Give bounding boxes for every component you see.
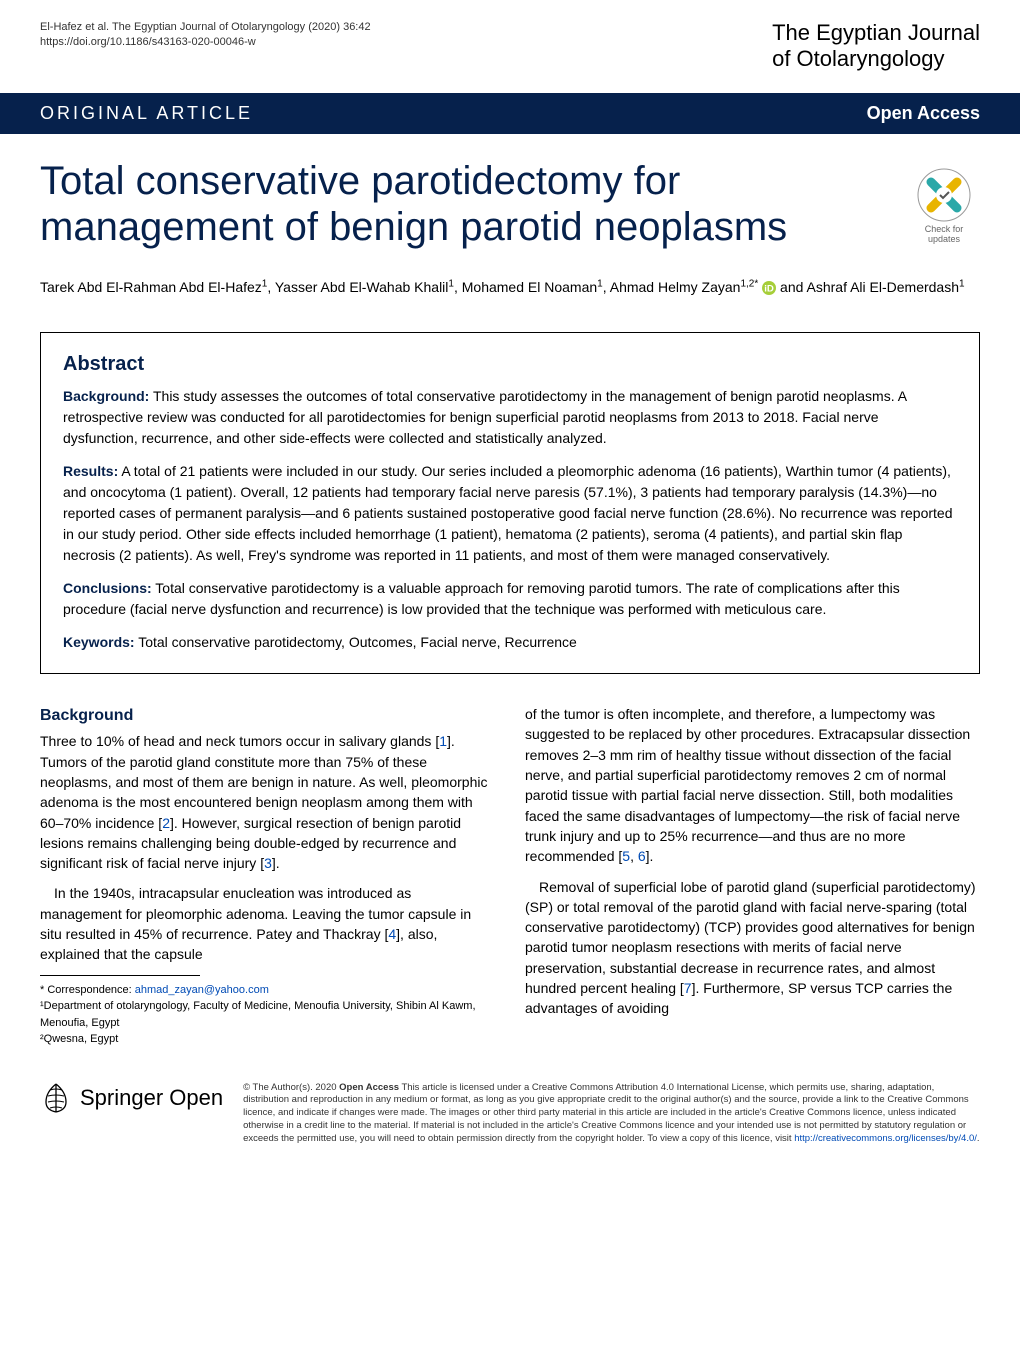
left-para-1: Three to 10% of head and neck tumors occ… [40, 731, 495, 873]
abstract-keywords-label: Keywords: [63, 634, 135, 650]
correspondence-block: * Correspondence: ahmad_zayan@yahoo.com … [40, 982, 495, 1048]
abstract-results-label: Results: [63, 463, 118, 479]
section-head-background: Background [40, 704, 495, 727]
citation-line1: El-Hafez et al. The Egyptian Journal of … [40, 20, 371, 35]
svg-text:iD: iD [764, 284, 774, 295]
ref-link[interactable]: 7 [684, 980, 692, 996]
citation-block: El-Hafez et al. The Egyptian Journal of … [40, 20, 371, 51]
footnote-separator [40, 975, 200, 976]
springer-open-label: Springer Open [80, 1085, 223, 1111]
abstract-results-text: A total of 21 patients were included in … [63, 463, 953, 563]
correspondence-email[interactable]: ahmad_zayan@yahoo.com [135, 984, 269, 996]
affiliation-1: ¹Department of otolaryngology, Faculty o… [40, 1000, 476, 1029]
abstract-conclusions: Conclusions: Total conservative parotide… [63, 578, 957, 620]
abstract-background-label: Background: [63, 388, 149, 404]
open-access-bold: Open Access [339, 1082, 399, 1093]
right-para-2: Removal of superficial lobe of parotid g… [525, 877, 980, 1019]
left-column: Background Three to 10% of head and neck… [40, 704, 495, 1047]
check-for-updates-badge[interactable]: Check for updates [908, 168, 980, 244]
license-text: © The Author(s). 2020 Open Access This a… [243, 1082, 980, 1146]
ref-link[interactable]: 6 [638, 848, 646, 864]
body-columns: Background Three to 10% of head and neck… [0, 694, 1020, 1067]
affiliation-2: ²Qwesna, Egypt [40, 1033, 118, 1045]
abstract-conclusions-label: Conclusions: [63, 580, 152, 596]
ref-link[interactable]: 5 [622, 848, 630, 864]
abstract-box: Abstract Background: This study assesses… [40, 332, 980, 674]
open-access-label: Open Access [867, 103, 980, 124]
ref-link[interactable]: 4 [388, 926, 396, 942]
abstract-heading: Abstract [63, 353, 957, 376]
license-row: Springer Open © The Author(s). 2020 Open… [0, 1068, 1020, 1176]
abstract-background-text: This study assesses the outcomes of tota… [63, 388, 906, 446]
abstract-results: Results: A total of 21 patients were inc… [63, 461, 957, 566]
title-row: Total conservative parotidectomy for man… [0, 134, 1020, 260]
affil-sup: 1,2* [740, 278, 758, 289]
ref-link[interactable]: 3 [264, 855, 272, 871]
citation-line2: https://doi.org/10.1186/s43163-020-00046… [40, 35, 371, 50]
journal-name: The Egyptian Journal of Otolaryngology [772, 20, 980, 73]
left-para-2: In the 1940s, intracapsular enucleation … [40, 883, 495, 964]
orcid-icon[interactable]: iD [762, 281, 776, 295]
abstract-background: Background: This study assesses the outc… [63, 386, 957, 449]
article-type-label: ORIGINAL ARTICLE [40, 103, 253, 124]
article-title: Total conservative parotidectomy for man… [40, 158, 888, 250]
abstract-conclusions-text: Total conservative parotidectomy is a va… [63, 580, 900, 617]
article-type-banner: ORIGINAL ARTICLE Open Access [0, 93, 1020, 134]
crossmark-icon [917, 168, 971, 222]
check-for-updates-label: Check for updates [908, 224, 980, 244]
springer-icon [40, 1082, 72, 1114]
correspondence-label: * Correspondence: [40, 984, 135, 996]
ref-link[interactable]: 2 [162, 815, 170, 831]
journal-line1: The Egyptian Journal [772, 20, 980, 46]
author-1: Tarek Abd El-Rahman Abd El-Hafez [40, 279, 262, 295]
journal-line2: of Otolaryngology [772, 46, 980, 72]
abstract-keywords-text: Total conservative parotidectomy, Outcom… [135, 634, 577, 650]
authors-line: Tarek Abd El-Rahman Abd El-Hafez1, Yasse… [0, 260, 1020, 302]
abstract-keywords: Keywords: Total conservative parotidecto… [63, 632, 957, 653]
affil-sup: 1 [959, 278, 965, 289]
license-link[interactable]: http://creativecommons.org/licenses/by/4… [794, 1133, 977, 1144]
right-para-1: of the tumor is often incomplete, and th… [525, 704, 980, 866]
header-row: El-Hafez et al. The Egyptian Journal of … [0, 0, 1020, 83]
title-block: Total conservative parotidectomy for man… [40, 158, 888, 250]
ref-link[interactable]: 1 [439, 733, 447, 749]
right-column: of the tumor is often incomplete, and th… [525, 704, 980, 1047]
springer-open-logo: Springer Open [40, 1082, 223, 1114]
